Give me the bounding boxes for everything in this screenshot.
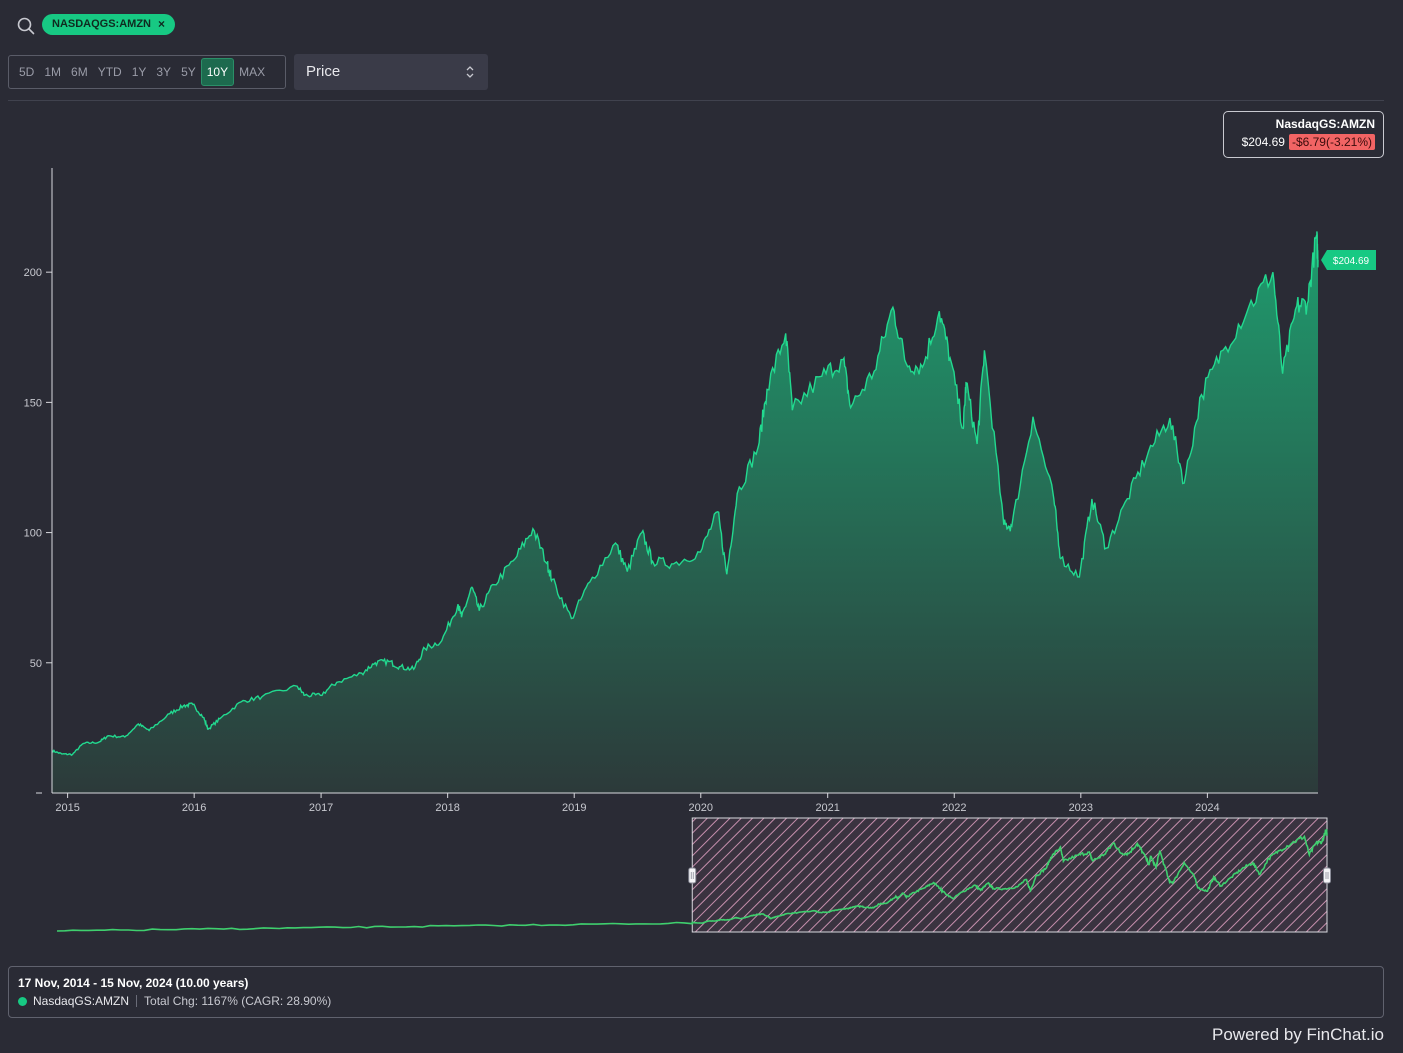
y-tick-label: 50 <box>30 658 42 670</box>
x-tick-label: 2015 <box>55 802 79 814</box>
range-button-5d[interactable]: 5D <box>19 65 35 79</box>
last-price-tag: $204.69 <box>1321 249 1376 270</box>
series-dot <box>18 996 27 1006</box>
summary-box: 17 Nov, 2014 - 15 Nov, 2024 (10.00 years… <box>8 966 1384 1018</box>
x-tick-label: 2021 <box>815 802 839 814</box>
last-price-tag-label: $204.69 <box>1333 256 1370 267</box>
x-tick-label: 2017 <box>309 802 333 814</box>
total-change: Total Chg: 1167% (CAGR: 28.90%) <box>144 994 332 1008</box>
range-button-1m[interactable]: 1M <box>44 65 62 79</box>
price-line <box>51 231 1319 757</box>
legend-price: $204.69 <box>1241 135 1285 149</box>
chevron-up-down-icon <box>466 66 474 78</box>
x-tick-label: 2024 <box>1195 802 1219 814</box>
legend-row: $204.69 -$6.79(-3.21%) <box>1224 134 1375 150</box>
y-tick-label: 200 <box>24 267 42 279</box>
price-area <box>52 231 1318 793</box>
ticker-chip[interactable]: NASDAQGS:AMZN × <box>42 14 176 35</box>
last-price-tag-bg <box>1321 249 1376 270</box>
x-tick-label: 2019 <box>562 802 586 814</box>
navigator-selection[interactable] <box>691 817 1328 933</box>
legend-series-name: NasdaqGS:AMZN <box>1275 117 1375 131</box>
range-button-1y[interactable]: 1Y <box>131 65 147 79</box>
metric-select-value: Price <box>306 63 341 80</box>
navigator-chart[interactable] <box>0 812 1403 942</box>
x-tick-label: 2016 <box>182 802 206 814</box>
close-icon[interactable]: × <box>158 17 166 31</box>
range-button-max[interactable]: MAX <box>239 65 266 79</box>
navigator-handle-left[interactable] <box>688 867 697 884</box>
range-button-10y[interactable]: 10Y <box>200 58 235 86</box>
y-tick-label: 100 <box>24 528 42 540</box>
y-tick-label: 150 <box>24 397 42 409</box>
navigator-line <box>56 828 1328 932</box>
toolbar-divider <box>8 100 1384 101</box>
summary-separator <box>136 995 138 1007</box>
x-tick-label: 2023 <box>1069 802 1093 814</box>
range-button-ytd[interactable]: YTD <box>97 65 122 79</box>
range-button-3y[interactable]: 3Y <box>156 65 172 79</box>
period-label: 17 Nov, 2014 - 15 Nov, 2024 (10.00 years… <box>18 976 249 990</box>
summary-series-name: NasdaqGS:AMZN <box>33 994 130 1008</box>
navigator-handle-right[interactable] <box>1323 867 1331 884</box>
summary-row: NasdaqGS:AMZN Total Chg: 1167% (CAGR: 28… <box>18 994 1383 1008</box>
price-chart[interactable]: 50 100 150 200 2015 2016 2017 2018 2019 2020 2021 2… <box>0 160 1403 820</box>
range-button-5y[interactable]: 5Y <box>181 65 196 79</box>
legend-box: NasdaqGS:AMZN $204.69 -$6.79(-3.21%) <box>1223 111 1384 158</box>
legend-change: -$6.79(-3.21%) <box>1288 134 1375 150</box>
powered-by[interactable]: Powered by FinChat.io <box>1212 1025 1384 1044</box>
range-selector: 5D 1M 6M YTD 1Y 3Y 5Y 10Y MAX <box>8 55 286 89</box>
toolbar: NASDAQGS:AMZN × <box>0 0 1403 50</box>
ticker-chip-label: NASDAQGS:AMZN <box>52 18 151 30</box>
metric-select[interactable]: Price <box>294 54 488 90</box>
x-tick-label: 2020 <box>689 802 713 814</box>
x-tick-label: 2018 <box>435 802 459 814</box>
x-tick-label: 2022 <box>942 802 966 814</box>
search-icon[interactable] <box>17 17 35 35</box>
range-button-6m[interactable]: 6M <box>71 65 88 79</box>
